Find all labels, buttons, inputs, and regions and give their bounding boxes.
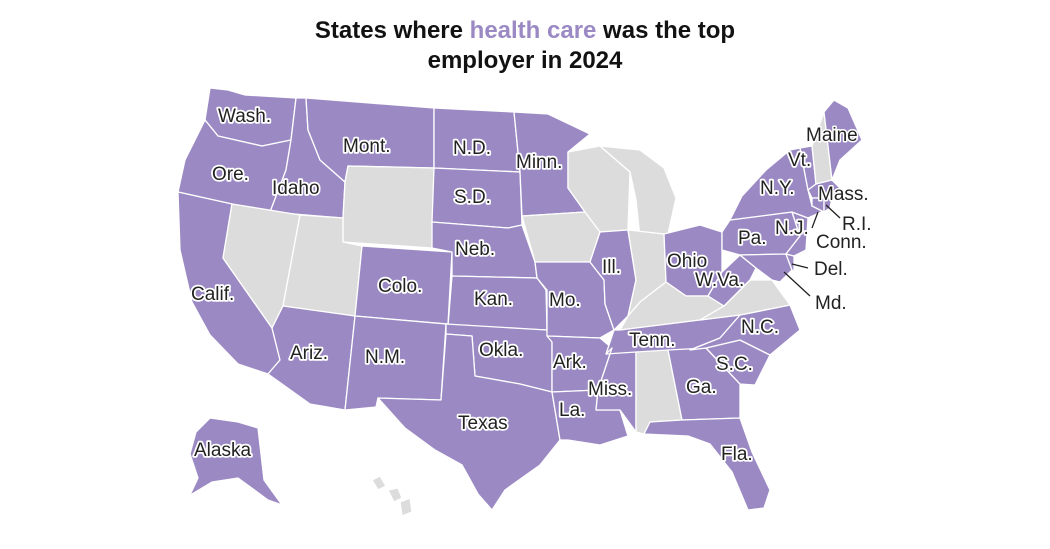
label-mo: Mo. [549, 290, 581, 311]
state-ak [181, 417, 283, 513]
label-tx: Texas [458, 413, 508, 434]
label-de: Del. [814, 259, 848, 280]
label-ga: Ga. [686, 377, 717, 398]
label-ak: Alaska [194, 440, 251, 461]
title-highlight: health care [469, 17, 597, 44]
label-co: Colo. [378, 276, 422, 297]
label-me: Maine [806, 125, 858, 146]
label-ks: Kan. [474, 289, 513, 310]
label-ne: Neb. [455, 239, 495, 260]
label-az: Ariz. [290, 343, 328, 364]
label-il: Ill. [602, 257, 621, 278]
label-ri: R.I. [842, 214, 872, 235]
state-tx [377, 333, 561, 511]
state-labels: Wash. Ore. Idaho Mont. N.D. S.D. Minn. N… [189, 104, 873, 467]
label-mt: Mont. [343, 136, 391, 157]
label-sc: S.C. [716, 354, 753, 375]
label-ar: Ark. [553, 352, 587, 373]
label-ok: Okla. [479, 340, 523, 361]
leader-md [783, 271, 811, 297]
state-nc [689, 304, 801, 356]
states-layer [177, 87, 863, 517]
state-ia [521, 211, 601, 263]
label-md: Md. [815, 293, 847, 314]
leader-de [791, 263, 809, 269]
leader-ri [825, 204, 841, 219]
label-nd: N.D. [453, 138, 491, 159]
label-wa: Wash. [218, 106, 271, 127]
title-prefix: States where [314, 17, 470, 44]
label-ct: Conn. [816, 232, 867, 253]
label-id: Idaho [272, 178, 320, 199]
title-line2: employer in 2024 [427, 47, 623, 74]
label-tn: Tenn. [629, 330, 675, 351]
leader-ct [811, 211, 819, 229]
label-ma: Mass. [818, 184, 869, 205]
label-sd: S.D. [454, 187, 491, 208]
state-fl [643, 417, 771, 511]
state-hi [371, 475, 413, 517]
label-fl: Fla. [721, 444, 753, 465]
label-ny: N.Y. [760, 178, 795, 199]
label-nj: N.J. [775, 218, 809, 239]
label-ca: Calif. [191, 284, 234, 305]
label-ms: Miss. [588, 379, 632, 400]
label-la: La. [559, 400, 585, 421]
label-pa: Pa. [738, 228, 767, 249]
title-suffix: was the top [596, 17, 736, 44]
label-nc: N.C. [741, 317, 779, 338]
chart-title: States where health care was the top emp… [0, 16, 1050, 76]
label-vt: Vt. [788, 150, 811, 171]
label-or: Ore. [212, 164, 249, 185]
state-wy [342, 165, 435, 249]
leader-lines [783, 204, 841, 297]
label-mn: Minn. [516, 152, 562, 173]
label-wv: W.Va. [695, 270, 744, 291]
label-oh: Ohio [667, 251, 707, 272]
label-nm: N.M. [365, 347, 405, 368]
